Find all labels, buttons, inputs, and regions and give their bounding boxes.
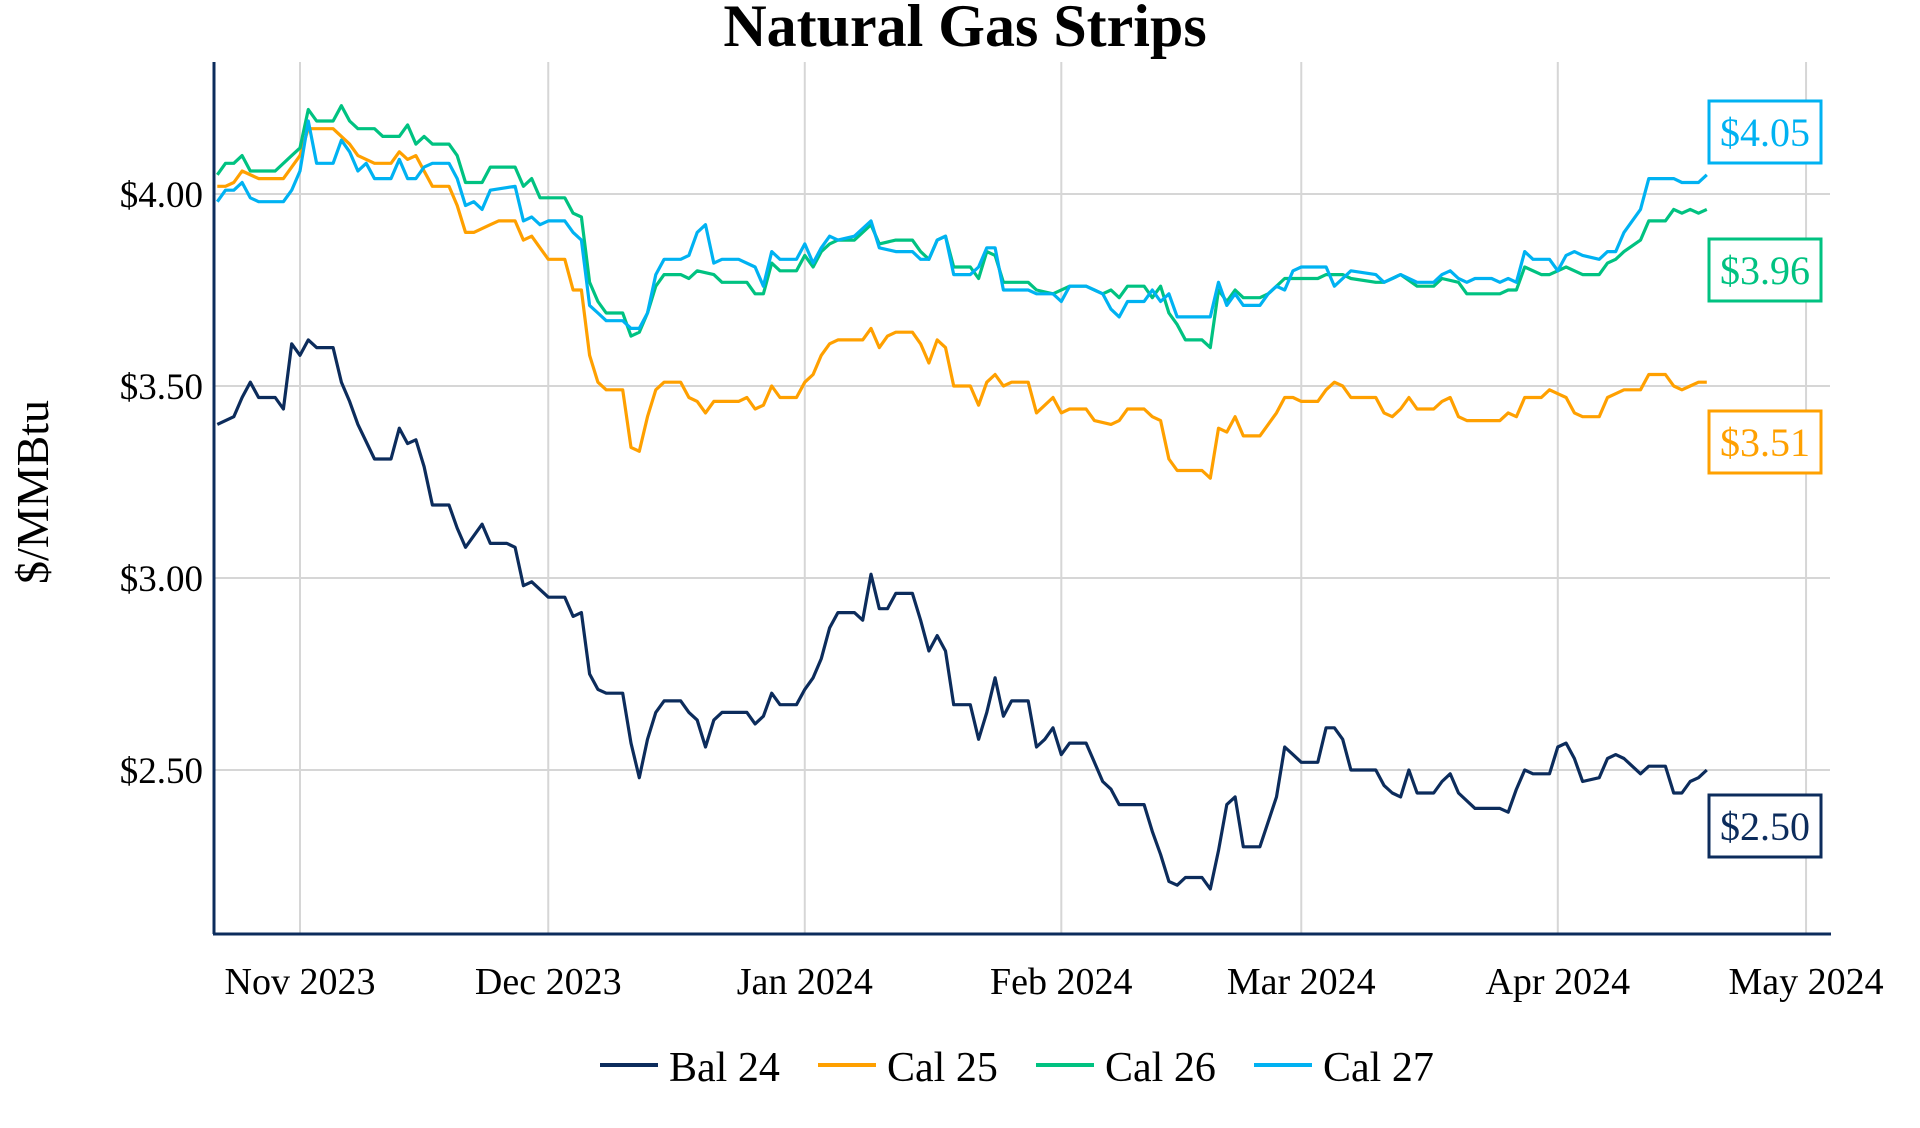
end-label-box bbox=[1707, 793, 1823, 859]
series-line-cal-27 bbox=[215, 119, 1708, 330]
end-label-cal-26: $3.96 bbox=[1707, 237, 1823, 303]
end-label-value: $4.05 bbox=[1720, 110, 1810, 155]
y-axis-ticks: $2.50 $3.00 $3.50 $4.00 bbox=[120, 175, 203, 792]
legend-item-cal-27: Cal 27 bbox=[1254, 1045, 1434, 1091]
end-label-box bbox=[1707, 99, 1823, 165]
legend-item-cal-25: Cal 25 bbox=[818, 1045, 998, 1091]
legend-label: Bal 24 bbox=[669, 1045, 780, 1091]
y-axis-label: $/MMBtu bbox=[7, 400, 58, 584]
x-tick-label: Apr 2024 bbox=[1485, 961, 1630, 1003]
series-line-bal-24 bbox=[216, 338, 1708, 891]
x-tick-label: Dec 2023 bbox=[475, 961, 622, 1003]
end-label-value: $2.50 bbox=[1720, 804, 1810, 849]
end-label-value: $3.51 bbox=[1720, 420, 1810, 465]
end-label-box bbox=[1707, 409, 1823, 475]
end-label-box bbox=[1707, 237, 1823, 303]
legend-item-bal-24: Bal 24 bbox=[600, 1045, 780, 1091]
series-line-cal-25 bbox=[217, 127, 1707, 480]
series-line-cal-26 bbox=[215, 104, 1708, 350]
end-label-value: $3.96 bbox=[1720, 248, 1810, 293]
legend-label: Cal 25 bbox=[887, 1045, 998, 1091]
x-tick-label: Jan 2024 bbox=[737, 961, 873, 1003]
end-label-bal-24: $2.50 bbox=[1707, 793, 1823, 859]
legend-item-cal-26: Cal 26 bbox=[1036, 1045, 1216, 1091]
y-tick-label: $3.00 bbox=[120, 559, 203, 600]
series-lines bbox=[215, 104, 1708, 891]
end-label-cal-27: $4.05 bbox=[1707, 99, 1823, 165]
x-tick-label: Feb 2024 bbox=[990, 961, 1133, 1003]
y-tick-label: $4.00 bbox=[120, 175, 203, 216]
y-tick-label: $2.50 bbox=[120, 751, 203, 792]
legend-label: Cal 26 bbox=[1105, 1045, 1216, 1091]
x-tick-label: May 2024 bbox=[1728, 961, 1883, 1003]
chart-title: Natural Gas Strips bbox=[723, 0, 1206, 59]
x-axis-ticks: Nov 2023 Dec 2023 Jan 2024 Feb 2024 Mar 2024… bbox=[225, 961, 1884, 1003]
legend-label: Cal 27 bbox=[1323, 1045, 1434, 1091]
legend: Bal 24 Cal 25 Cal 26 Cal 27 bbox=[600, 1045, 1434, 1091]
x-tick-label: Nov 2023 bbox=[225, 961, 376, 1003]
y-tick-label: $3.50 bbox=[120, 367, 203, 408]
end-label-cal-25: $3.51 bbox=[1707, 409, 1823, 475]
end-value-labels: $2.50 $3.51 $3.96 $4.05 bbox=[1707, 99, 1823, 859]
grid-lines bbox=[214, 62, 1830, 933]
x-tick-label: Mar 2024 bbox=[1227, 961, 1376, 1003]
